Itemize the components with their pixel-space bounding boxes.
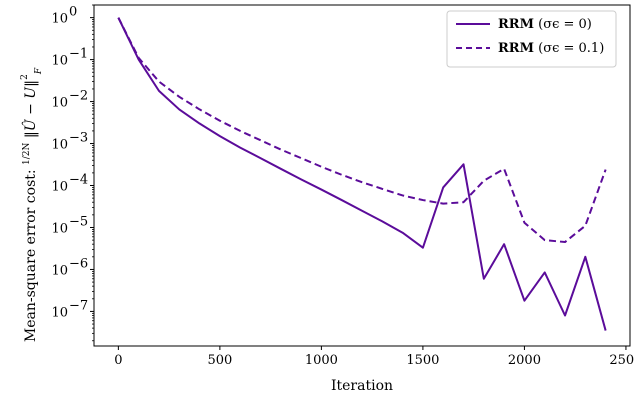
legend-label-dashed-rest: (σϵ = 0.1): [534, 41, 604, 56]
series-line-dashed: [117, 17, 607, 244]
x-tick-label: 1000: [305, 353, 338, 368]
y-axis-label: Mean-square error cost: 1/2N ‖Û − U‖2F: [20, 67, 44, 342]
legend-label-dashed: RRM (σϵ = 0.1): [498, 41, 604, 56]
y-tick-label-exponent: −2: [69, 89, 88, 104]
x-tick-label: 2500: [609, 353, 634, 368]
y-tick-label-exponent: −7: [69, 298, 88, 313]
legend: RRM (σϵ = 0) RRM (σϵ = 0.1): [446, 10, 617, 68]
plot-frame: [93, 4, 631, 347]
y-tick-label: 10: [51, 96, 68, 111]
y-tick-label-exponent: −1: [69, 47, 88, 62]
legend-label-solid-rest: (σϵ = 0): [534, 17, 592, 32]
y-axis-label-prefix: Mean-square error cost:: [23, 165, 39, 342]
legend-label-solid-bold: RRM: [498, 17, 534, 32]
y-tick-label-exponent: −5: [69, 214, 88, 229]
y-label-frac-den: 2N: [22, 142, 32, 156]
y-tick-label-exponent: 0: [69, 5, 77, 20]
y-label-sup: 2: [20, 74, 30, 80]
legend-label-solid: RRM (σϵ = 0): [498, 17, 592, 32]
legend-label-dashed-bold: RRM: [498, 41, 534, 56]
series-group: [117, 17, 607, 331]
x-tick-label: 0: [114, 353, 122, 368]
y-tick-label: 10: [51, 12, 68, 27]
series-line-solid: [117, 17, 607, 331]
x-axis-ticks: 0 500 1000 1500 2000 2500: [114, 346, 634, 368]
y-tick-label: 10: [51, 138, 68, 153]
y-tick-label: 10: [51, 180, 68, 195]
x-tick-label: 1500: [406, 353, 439, 368]
y-tick-label: 10: [51, 221, 68, 236]
y-label-sub: F: [34, 67, 44, 75]
y-tick-label: 10: [51, 305, 68, 320]
y-tick-label-exponent: −6: [69, 256, 88, 271]
y-tick-label-exponent: −4: [69, 173, 88, 188]
y-tick-label: 10: [51, 263, 68, 278]
y-label-norm: ‖Û − U‖: [21, 80, 39, 143]
x-tick-label: 2000: [508, 353, 541, 368]
x-axis-label: Iteration: [331, 378, 393, 394]
y-tick-label-exponent: −3: [69, 131, 88, 146]
y-label-frac-num: 1: [22, 159, 32, 165]
y-tick-label: 10: [51, 54, 68, 69]
svg-text:Mean-square error cost: 1: Mean-square error cost: 1/2N ‖Û − U‖2F: [20, 67, 44, 342]
x-tick-label: 500: [207, 353, 232, 368]
